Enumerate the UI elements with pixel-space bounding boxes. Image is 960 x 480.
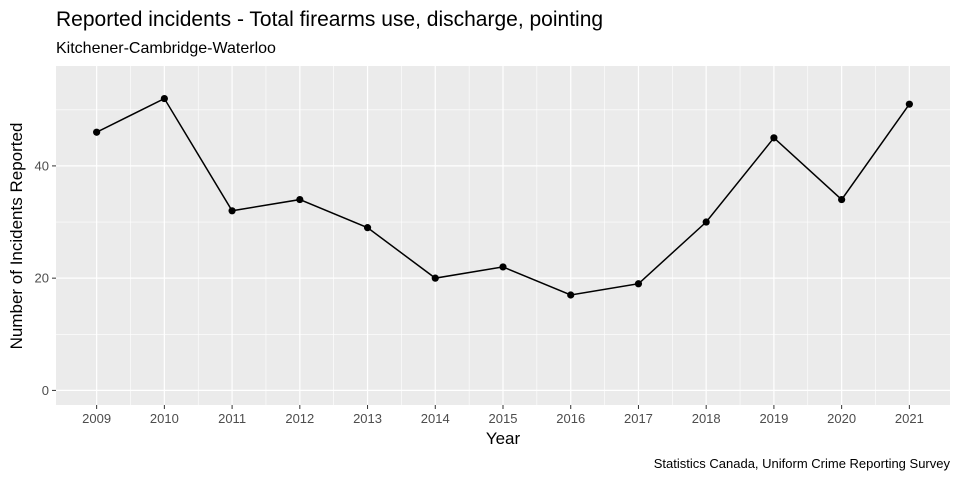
x-axis-title: Year (486, 429, 521, 448)
data-point (93, 128, 101, 136)
y-axis-ticks: 0 20 40 (35, 158, 56, 398)
data-point (567, 291, 575, 299)
x-axis-ticks: 2009 2010 2011 2012 2013 2014 2015 2016 2017 2018… (82, 405, 924, 426)
y-tick-label: 40 (35, 158, 49, 173)
x-tick-label: 2012 (285, 411, 314, 426)
x-tick-label: 2017 (624, 411, 653, 426)
x-tick-label: 2015 (489, 411, 518, 426)
data-point (702, 218, 710, 226)
x-tick-label: 2010 (150, 411, 179, 426)
x-tick-label: 2016 (556, 411, 585, 426)
data-point (770, 134, 778, 142)
y-tick-label: 20 (35, 271, 49, 286)
x-tick-label: 2018 (692, 411, 721, 426)
x-tick-label: 2021 (895, 411, 924, 426)
data-point (296, 195, 304, 204)
chart-subtitle: Kitchener-Cambridge-Waterloo (56, 40, 276, 57)
series-points (93, 94, 913, 299)
data-point (838, 195, 846, 204)
data-point (431, 274, 439, 282)
chart-title: Reported incidents - Total firearms use,… (56, 8, 603, 31)
chart-caption: Statistics Canada, Uniform Crime Reporti… (654, 456, 951, 471)
x-tick-label: 2013 (353, 411, 382, 426)
data-point (905, 100, 913, 108)
y-axis-title: Number of Incidents Reported (7, 123, 26, 350)
data-point (228, 207, 236, 215)
data-point (160, 94, 168, 103)
x-tick-label: 2020 (827, 411, 856, 426)
y-tick-label: 0 (42, 383, 49, 398)
data-point (634, 280, 643, 288)
x-tick-label: 2019 (759, 411, 788, 426)
data-point (363, 224, 372, 232)
data-point (499, 263, 507, 271)
x-tick-label: 2011 (218, 411, 246, 426)
x-tick-label: 2009 (82, 411, 111, 426)
x-tick-label: 2014 (421, 411, 450, 426)
